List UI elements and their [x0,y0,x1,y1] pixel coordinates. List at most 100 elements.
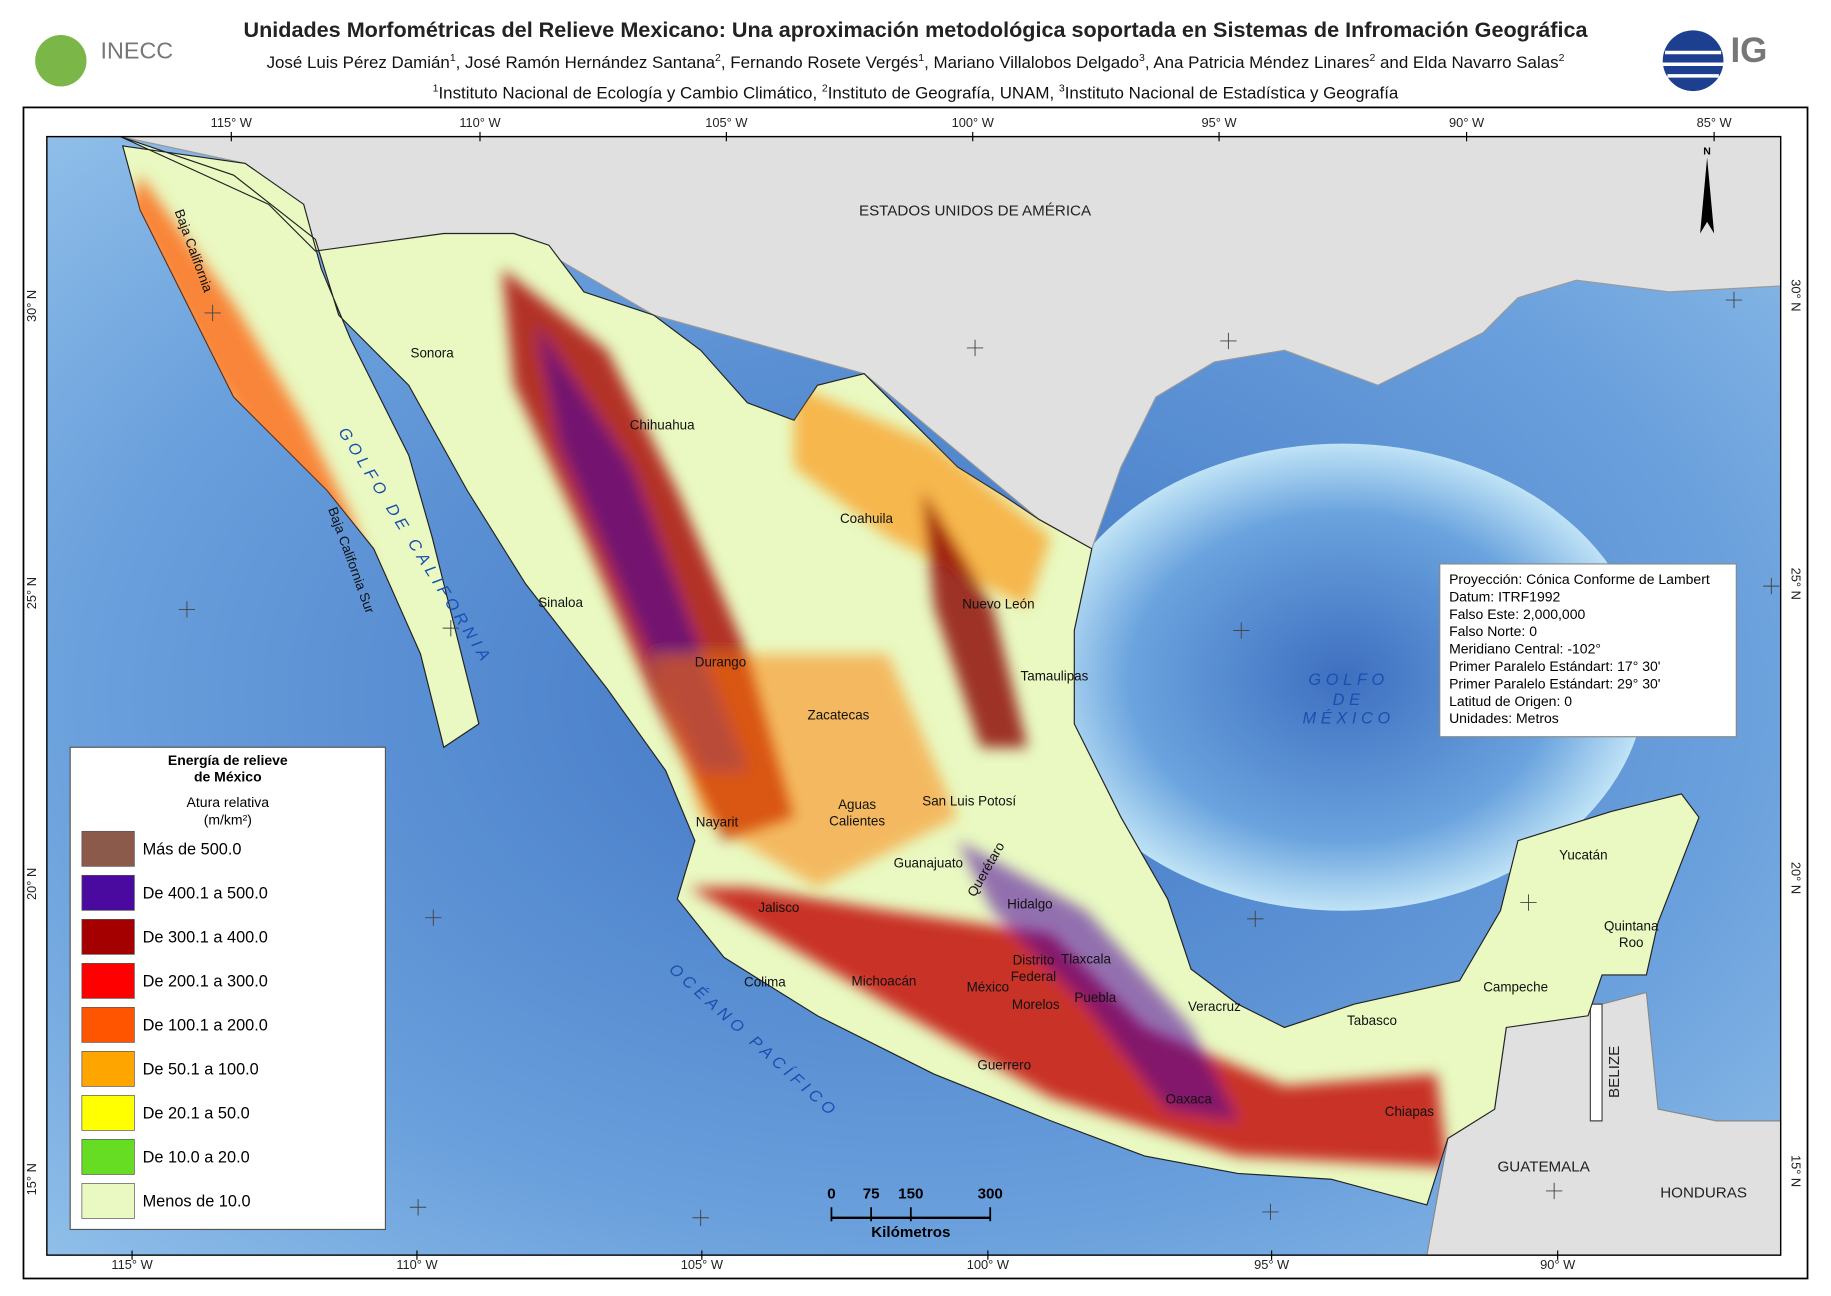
scale-label: 150 [898,1185,923,1202]
north-arrow [1700,157,1715,234]
graticule-label: 20° N [24,868,39,900]
graticule-cross [1725,291,1743,309]
state-label: Sinaloa [538,595,583,610]
country-label: ESTADOS UNIDOS DE AMÉRICA [859,202,1092,219]
state-label: Nayarit [696,815,739,830]
legend-label: De 200.1 a 300.0 [143,972,268,990]
sea-label: GOLFO [1308,671,1389,689]
state-label: Jalisco [758,900,799,915]
state-label: Tabasco [1347,1013,1397,1028]
graticule-label: 95° W [1202,115,1238,130]
graticule-cross [1262,1203,1279,1221]
author-line: José Luis Pérez Damián1, José Ramón Hern… [267,52,1565,73]
affiliation: Instituto Nacional de Estadística y Geog… [1065,84,1399,103]
scale-label: 75 [863,1185,880,1202]
legend-label: De 20.1 a 50.0 [143,1104,250,1122]
north-label: N [1703,146,1711,158]
country-label: GUATEMALA [1497,1159,1590,1176]
state-label: Calientes [829,814,885,829]
graticule-label: 20° N [1788,862,1803,894]
legend-label: Más de 500.0 [143,840,242,858]
legend-title: Energía de relieve [168,752,288,768]
affiliation: Instituto de Geografía, UNAM, [828,84,1059,103]
country-label: BELIZE [1606,1046,1623,1098]
info-line: Primer Paralelo Estándart: 29° 30' [1449,675,1660,691]
graticule-label: 115° W [211,115,253,130]
author-sup: 2 [715,52,721,64]
state-label: Michoacán [852,973,917,988]
state-label: Oaxaca [1166,1091,1213,1106]
state-label: Aguas [838,797,876,812]
legend-label: Menos de 10.0 [143,1192,251,1210]
state-label: Zacatecas [808,707,870,722]
legend-swatch [81,1007,135,1043]
graticule-cross [1233,622,1250,639]
author: , Fernando Rosete Vergés [721,54,918,73]
graticule-cross [409,1199,427,1216]
legend-swatch [81,1051,135,1087]
scale-label: 0 [827,1185,835,1202]
author: and Elda Navarro Salas [1375,54,1558,73]
graticule-label: 95° W [1254,1257,1290,1272]
title: Unidades Morfométricas del Relieve Mexic… [244,17,1589,42]
graticule-cross [1220,332,1237,350]
graticule-label: 30° N [24,290,39,322]
info-line: Latitud de Origen: 0 [1449,693,1572,709]
affiliation-sup: 2 [822,82,828,94]
map-frame [46,135,1782,1256]
gulf-depth [1039,443,1647,911]
state-label: Federal [1011,969,1056,984]
graticule-label: 105° W [681,1257,724,1272]
state-label: Nuevo León [962,596,1034,611]
state-label: Durango [695,655,746,670]
affiliation-sup: 3 [1059,82,1065,94]
state-label: Sonora [411,345,455,360]
state-label: Yucatán [1559,847,1607,862]
ig-logo-lines [1662,50,1724,78]
logo-right: IG [1730,31,1767,70]
graticule-cross [1520,894,1537,911]
author-sup: 2 [1369,52,1375,64]
author: , Ana Patricia Méndez Linares [1145,54,1370,73]
graticule-cross [966,339,984,357]
graticule-cross [204,304,221,322]
graticule-label: 90° W [1540,1257,1576,1272]
graticule-label: 110° W [459,115,501,130]
sea-label: MÉXICO [1302,709,1394,728]
belize-border [1589,1003,1603,1122]
state-label: Veracruz [1188,999,1241,1014]
author-sup: 2 [1559,52,1565,64]
legend-label: De 300.1 a 400.0 [143,928,268,946]
graticule-label: 25° N [1788,568,1803,600]
state-label: Tamaulipas [1021,669,1089,684]
info-line: Unidades: Metros [1449,710,1559,726]
legend-label: De 400.1 a 500.0 [143,884,268,902]
legend-swatch [81,830,135,867]
info-line: Falso Este: 2,000,000 [1449,606,1585,622]
state-label: Guanajuato [894,856,963,871]
graticule-cross [178,601,196,618]
info-line: Proyección: Cónica Conforme de Lambert [1449,571,1710,587]
graticule-cross [442,619,459,637]
info-line: Falso Norte: 0 [1449,623,1537,639]
author: , Mariano Villalobos Delgado [924,54,1139,73]
graticule-label: 105° W [705,115,748,130]
state-label: Guerrero [977,1058,1031,1073]
info-line: Meridiano Central: -102° [1449,641,1601,657]
legend-subtitle: Atura relativa [187,794,270,810]
affiliation-sup: 1 [433,82,439,94]
logo-left: INECC [101,38,174,64]
info-box [1439,563,1737,738]
legend-swatch [81,1183,135,1219]
state-label: Roo [1619,935,1644,950]
state-label: Chiapas [1385,1104,1434,1119]
sea-label: DE [1333,691,1365,709]
affiliation: Instituto Nacional de Ecología y Cambio … [438,84,821,103]
legend-label: De 10.0 a 20.0 [143,1148,250,1166]
graticule-cross [1545,1182,1563,1200]
graticule-cross [692,1209,709,1226]
graticule-label: 25° N [24,577,39,609]
inecc-logo-mark [35,35,87,87]
